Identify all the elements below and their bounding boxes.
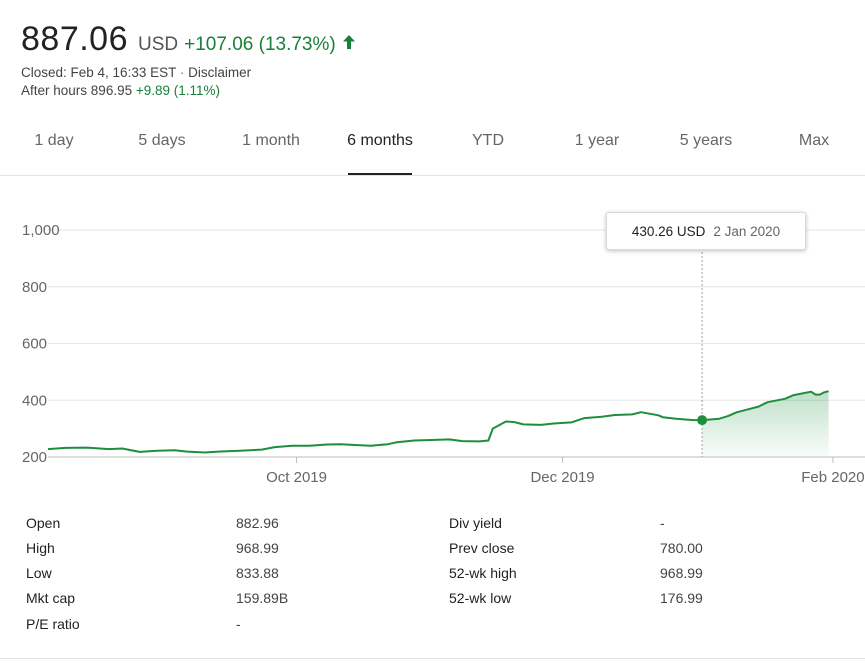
stat-value: 780.00 (660, 540, 703, 556)
tab-1-month[interactable]: 1 month (242, 132, 300, 149)
separator-dot: · (179, 65, 185, 80)
chart-tooltip: 430.26 USD 2 Jan 2020 (606, 212, 806, 250)
stat-value: 833.88 (236, 565, 279, 581)
active-tab-indicator (348, 173, 412, 176)
bottom-divider (0, 658, 865, 659)
after-hours-label: After hours (21, 83, 88, 98)
current-price: 887.06 (21, 20, 128, 58)
x-tick-label: Dec 2019 (530, 469, 594, 486)
tab-5-days[interactable]: 5 days (138, 132, 186, 149)
hover-point (697, 415, 708, 426)
stat-label: Open (26, 515, 61, 531)
tab-max[interactable]: Max (798, 132, 830, 149)
tab-6-months[interactable]: 6 months (347, 132, 413, 149)
tooltip-date: 2 Jan 2020 (713, 223, 781, 239)
y-tick-label: 200 (22, 449, 47, 466)
x-tick-label: Feb 2020 (801, 469, 864, 486)
stat-label: Prev close (449, 540, 515, 556)
stat-label: High (26, 540, 55, 556)
stat-label: Low (26, 565, 52, 581)
x-tick-label: Oct 2019 (266, 469, 327, 486)
closed-info: Closed: Feb 4, 16:33 EST · Disclaimer (21, 65, 356, 80)
arrow-up-icon (342, 35, 355, 49)
stat-label: 52-wk high (449, 565, 517, 581)
disclaimer-link[interactable]: Disclaimer (188, 65, 252, 80)
y-tick-label: 600 (22, 336, 47, 353)
stat-value: 176.99 (660, 590, 703, 606)
price-chart[interactable]: 1,000 800 600 400 200 Oct 2019 Dec 2019 Feb 202… (0, 205, 865, 490)
series-line (47, 390, 829, 454)
y-tick-label: 800 (22, 279, 47, 296)
stat-value: 968.99 (236, 540, 279, 556)
stat-label: P/E ratio (26, 616, 80, 632)
tabs-divider (0, 175, 865, 176)
closed-text: Closed: Feb 4, 16:33 EST (21, 65, 177, 80)
stat-label: 52-wk low (449, 590, 512, 606)
stat-label: Div yield (449, 515, 502, 531)
stat-value: 882.96 (236, 515, 279, 531)
stat-value: - (660, 515, 665, 531)
tab-5-years[interactable]: 5 years (679, 132, 733, 149)
after-hours-price: 896.95 (90, 83, 133, 98)
highlight-area (702, 391, 829, 457)
currency-code: USD (138, 34, 179, 55)
tab-ytd[interactable]: YTD (472, 132, 504, 149)
tooltip-value: 430.26 USD (631, 223, 706, 239)
range-tabs: 1 day 5 days 1 month 6 months YTD 1 year… (0, 120, 865, 176)
price-line: 887.06 USD +107.06 (13.73%) (21, 20, 356, 59)
price-change: +107.06 (13.73%) (184, 34, 336, 55)
y-tick-label: 1,000 (22, 222, 60, 239)
after-hours-info: After hours 896.95 +9.89 (1.11%) (21, 83, 356, 98)
stat-label: Mkt cap (26, 590, 76, 606)
tab-1-day[interactable]: 1 day (34, 132, 74, 149)
tab-1-year[interactable]: 1 year (574, 132, 620, 149)
stat-value: 968.99 (660, 565, 703, 581)
after-hours-change: +9.89 (1.11%) (135, 83, 221, 98)
quote-header: 887.06 USD +107.06 (13.73%) Closed: Feb … (21, 20, 356, 98)
stat-value: - (236, 616, 241, 632)
stat-value: 159.89B (236, 590, 289, 606)
y-tick-label: 400 (22, 392, 47, 409)
